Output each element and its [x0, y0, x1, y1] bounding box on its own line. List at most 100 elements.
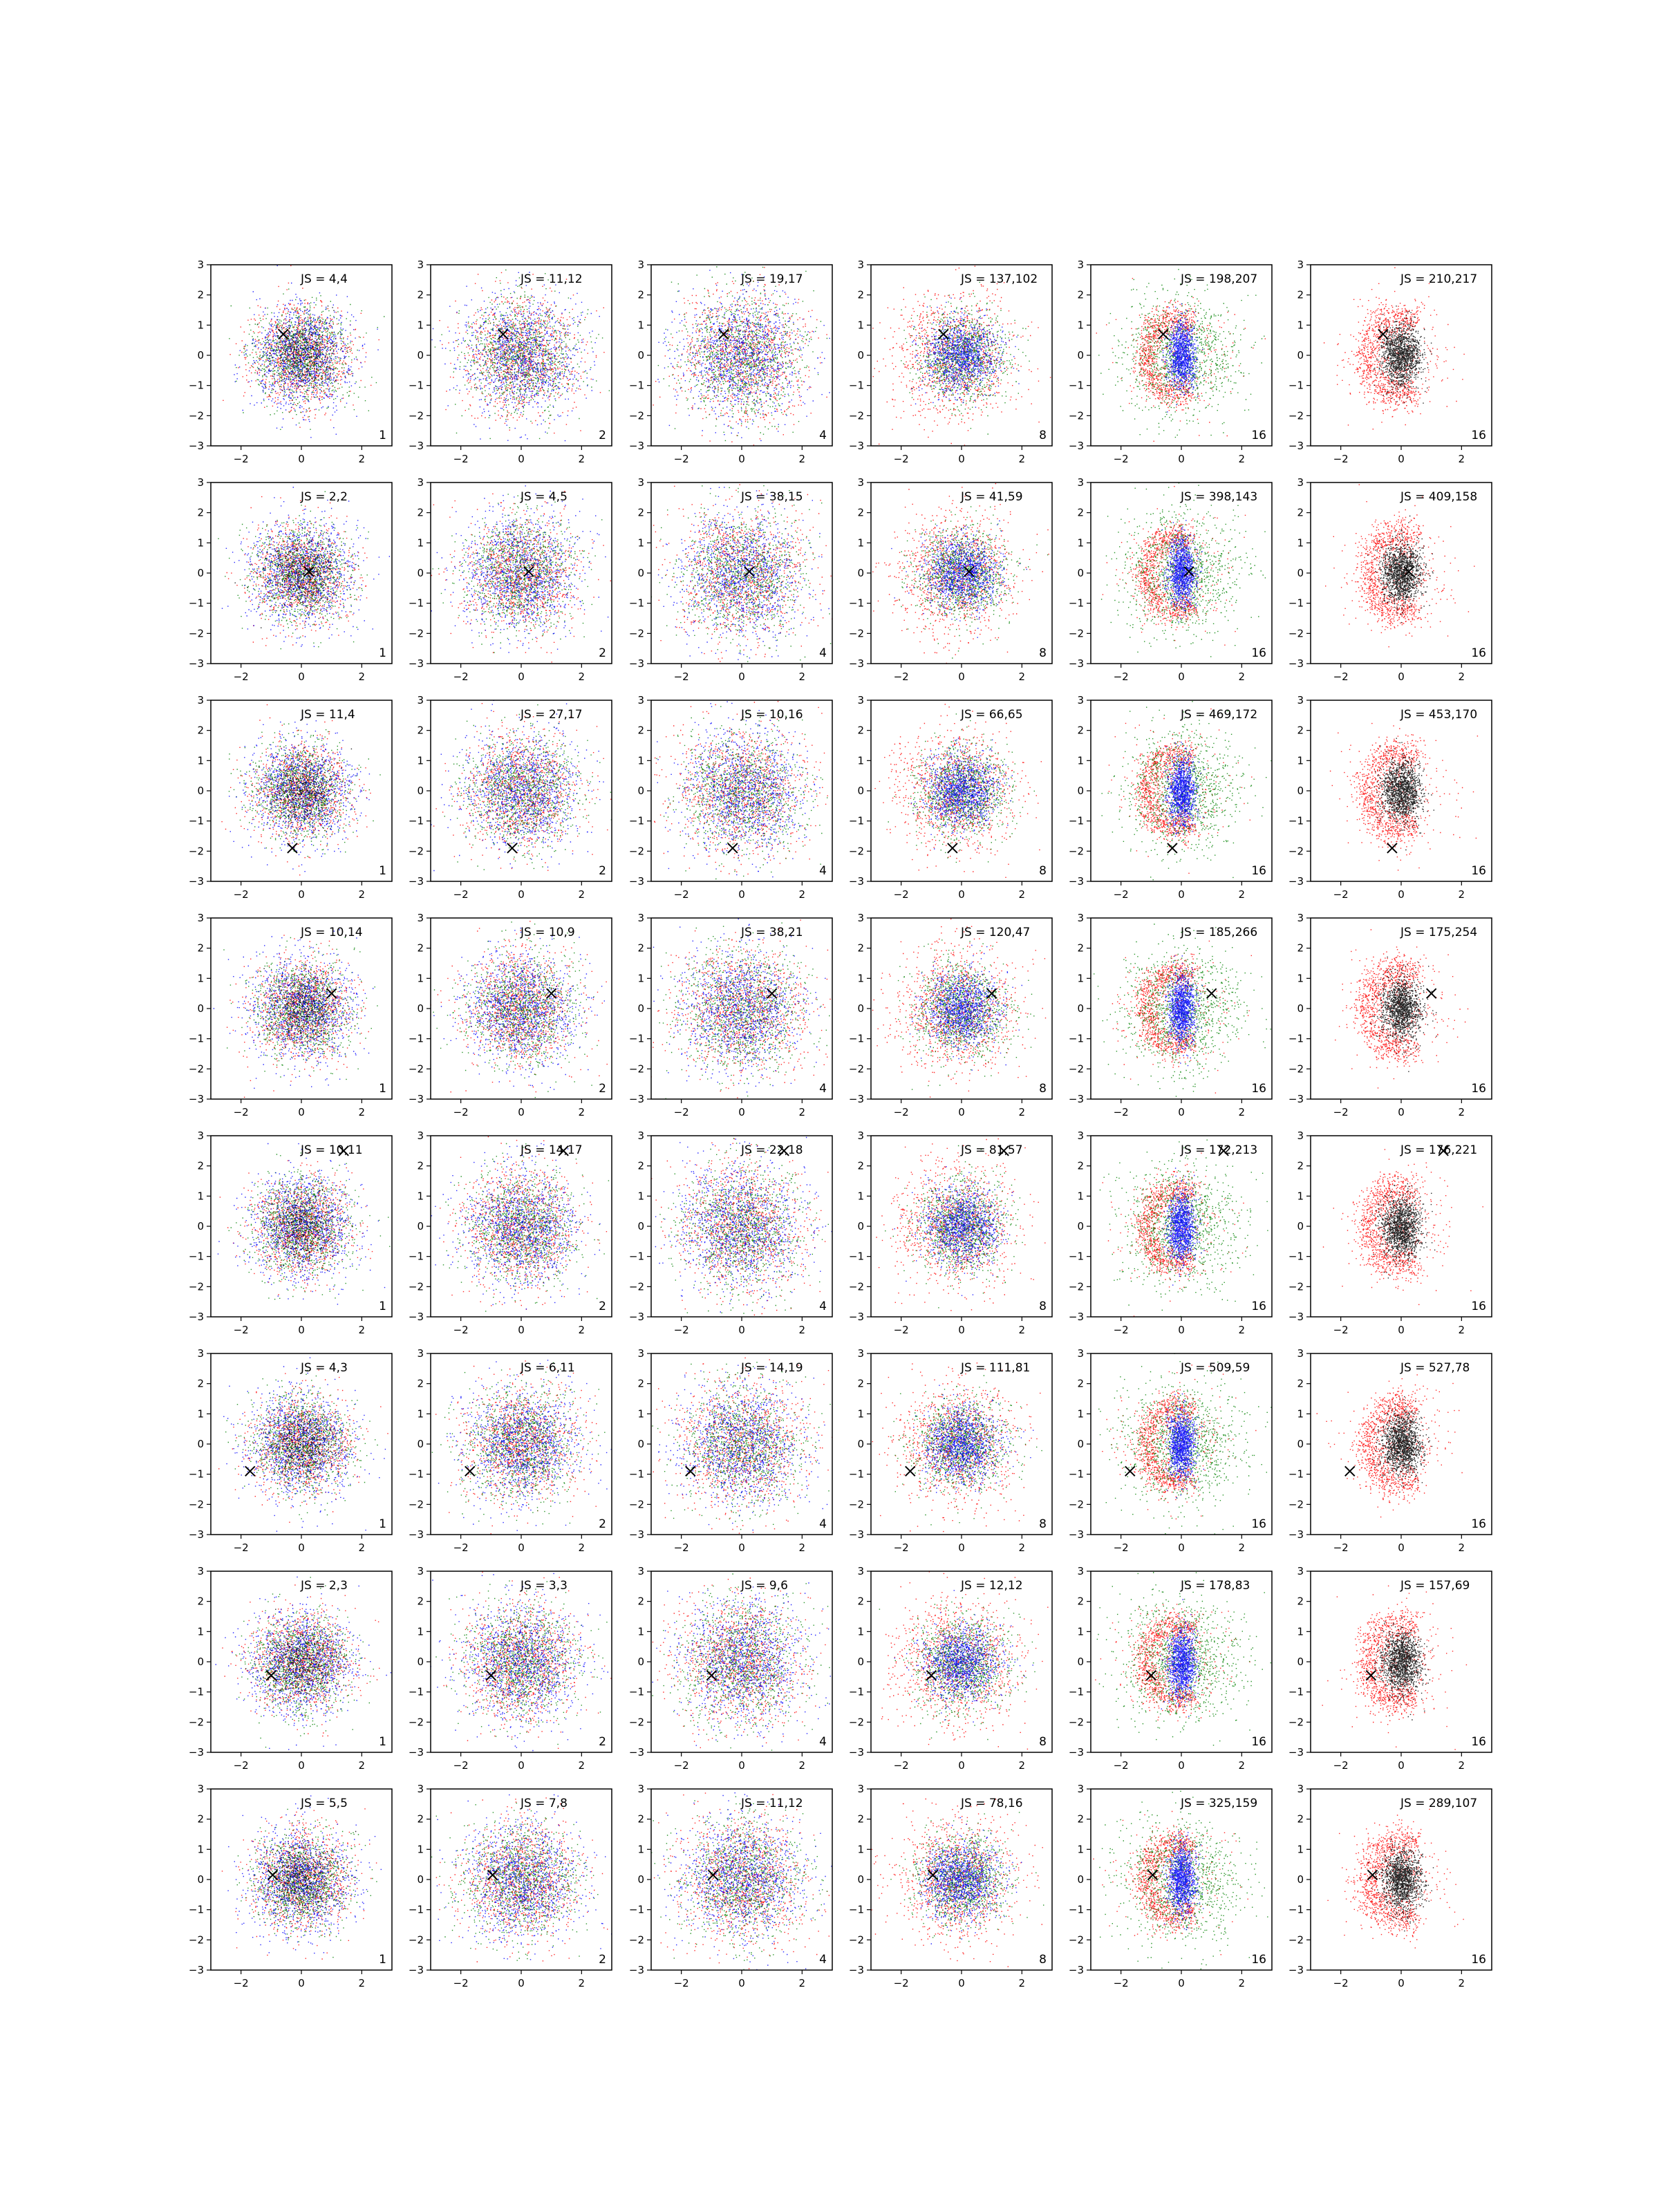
panel-count-label: 4: [819, 1300, 827, 1313]
js-score-label: JS = 11,4: [300, 708, 355, 722]
y-tick-label: 0: [1297, 1873, 1304, 1886]
y-tick-label: −2: [189, 1933, 204, 1946]
y-tick-label: 3: [1077, 1347, 1084, 1360]
point-cloud: [204, 1570, 391, 1750]
y-tick-label: −2: [1288, 1062, 1304, 1075]
y-tick-label: 2: [197, 1813, 204, 1826]
point-series-red: [222, 1805, 377, 1960]
y-tick-label: −3: [1069, 657, 1084, 670]
x-tick-label: 0: [738, 1977, 745, 1989]
y-tick-label: −1: [409, 815, 424, 827]
x-tick-label: 2: [799, 1541, 806, 1554]
js-score-label: JS = 469,172: [1180, 708, 1257, 722]
y-tick-label: −3: [1069, 1093, 1084, 1105]
y-tick-label: −3: [629, 1311, 644, 1323]
axes-frame: [431, 1571, 612, 1752]
x-tick-label: 0: [958, 1541, 965, 1554]
x-tick-label: 2: [1239, 1106, 1246, 1118]
x-tick-label: 0: [298, 1324, 305, 1336]
y-tick-label: 1: [857, 319, 864, 331]
y-tick-label: 2: [417, 289, 424, 301]
panel-count-label: 8: [1039, 864, 1047, 878]
y-tick-label: 0: [857, 1220, 864, 1232]
y-tick-label: −3: [849, 875, 864, 888]
y-tick-label: −2: [189, 1716, 204, 1728]
y-tick-label: −1: [849, 1904, 864, 1916]
y-tick-label: −2: [629, 1062, 644, 1075]
x-tick-label: −2: [234, 1106, 249, 1118]
y-tick-label: 3: [197, 1347, 204, 1360]
y-tick-label: −2: [409, 1498, 424, 1510]
x-tick-label: 0: [1178, 1759, 1185, 1772]
point-series-blue: [612, 912, 841, 1113]
point-series-green: [433, 494, 603, 653]
x-tick-label: 0: [518, 671, 525, 683]
x-tick-label: 0: [298, 453, 305, 465]
js-score-label: JS = 157,69: [1400, 1579, 1470, 1593]
y-tick-label: 0: [1297, 785, 1304, 797]
x-tick-label: 0: [298, 1106, 305, 1118]
y-tick-label: −1: [409, 379, 424, 392]
point-series-green: [1100, 1134, 1268, 1328]
y-tick-label: 3: [1077, 259, 1084, 271]
point-series-black: [1367, 516, 1434, 624]
y-tick-label: −1: [409, 1250, 424, 1263]
point-series-blue: [911, 297, 1020, 408]
y-tick-label: −2: [849, 1933, 864, 1946]
point-cloud: [214, 912, 378, 1098]
panel-count-label: 16: [1471, 1953, 1486, 1967]
x-tick-label: −2: [1333, 453, 1349, 465]
y-tick-label: 3: [857, 476, 864, 489]
x-tick-label: 2: [579, 1541, 585, 1554]
y-tick-label: −2: [849, 1716, 864, 1728]
y-tick-label: 2: [197, 942, 204, 955]
point-series-black: [235, 532, 359, 628]
panel-count-label: 16: [1471, 1300, 1486, 1313]
y-tick-label: −1: [849, 1250, 864, 1263]
y-tick-label: 3: [1297, 1565, 1304, 1577]
x-tick-label: −2: [234, 888, 249, 901]
y-tick-label: 2: [417, 1595, 424, 1608]
x-tick-label: 2: [359, 453, 366, 465]
y-tick-label: −1: [1069, 1468, 1084, 1481]
y-tick-label: −2: [1288, 1933, 1304, 1946]
x-tick-label: 0: [1398, 1759, 1405, 1772]
point-cloud: [858, 1138, 1046, 1329]
js-score-label: JS = 210,217: [1400, 272, 1477, 286]
reference-marker-x: [488, 1870, 498, 1880]
point-cloud: [421, 1128, 617, 1322]
point-series-red: [863, 1571, 1060, 1755]
x-tick-label: 2: [1239, 1977, 1246, 1989]
y-tick-label: −1: [1069, 1904, 1084, 1916]
point-series-blue: [655, 1137, 832, 1328]
y-tick-label: 2: [637, 724, 644, 737]
y-tick-label: 3: [637, 1783, 644, 1795]
y-tick-label: 1: [1297, 754, 1304, 767]
panel-count-label: 8: [1039, 1300, 1047, 1313]
y-tick-label: −3: [1069, 1311, 1084, 1323]
y-tick-label: 3: [197, 1565, 204, 1577]
x-tick-label: 2: [579, 1106, 585, 1118]
point-series-green: [1074, 701, 1273, 888]
x-tick-label: 0: [1178, 888, 1185, 901]
x-tick-label: −2: [674, 1324, 689, 1336]
y-tick-label: 0: [1077, 1002, 1084, 1015]
y-tick-label: 0: [857, 1656, 864, 1668]
point-series-red: [1323, 1149, 1510, 1305]
y-tick-label: −1: [629, 597, 644, 610]
point-cloud: [1317, 1374, 1494, 1517]
y-tick-label: 3: [417, 1565, 424, 1577]
reference-marker-x: [1168, 843, 1177, 853]
y-tick-label: 1: [637, 1190, 644, 1202]
y-tick-label: 0: [637, 1873, 644, 1886]
axes-frame: [211, 1571, 392, 1752]
panel-count-label: 2: [599, 429, 606, 442]
y-tick-label: 1: [197, 754, 204, 767]
